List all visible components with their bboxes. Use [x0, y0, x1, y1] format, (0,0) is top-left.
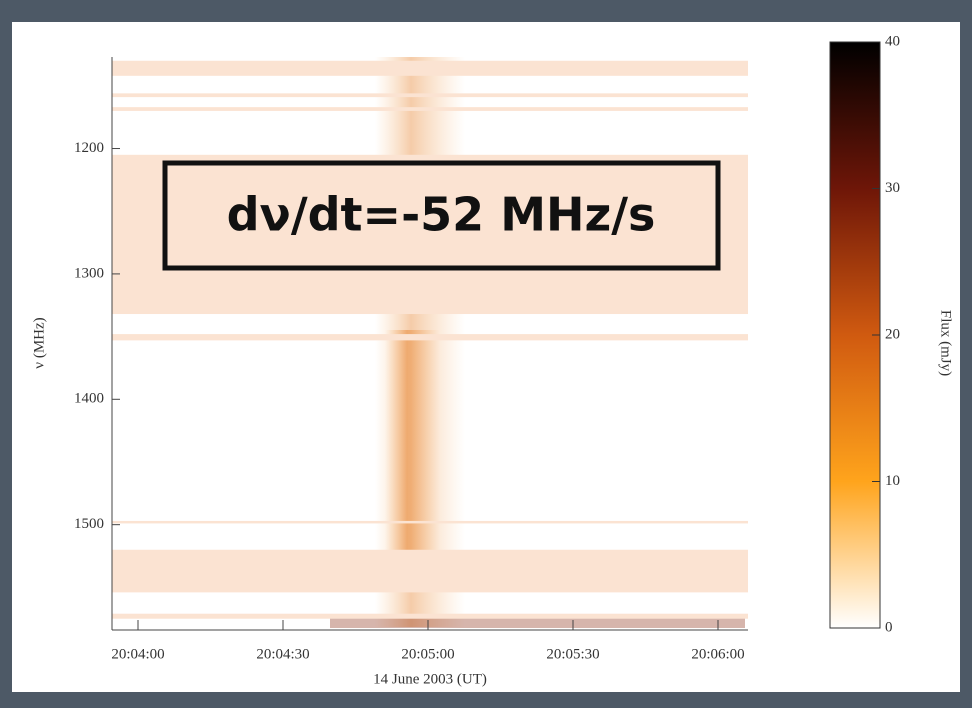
colorbar	[829, 41, 881, 629]
x-tick-label: 20:06:00	[691, 646, 744, 662]
x-tick-label: 20:04:30	[256, 646, 309, 662]
x-tick-label: 20:04:00	[111, 646, 164, 662]
flagged-band	[112, 334, 748, 341]
burst-emission	[385, 330, 440, 550]
colorbar-tick-label: 10	[885, 473, 900, 489]
x-axis-label: 14 June 2003 (UT)	[373, 671, 487, 687]
x-tick-label: 20:05:00	[401, 646, 454, 662]
flagged-band	[112, 549, 748, 593]
colorbar-tick-label: 40	[885, 33, 900, 49]
y-tick-label: 1500	[74, 516, 104, 532]
y-tick-label: 1400	[74, 391, 104, 407]
colorbar-tick-label: 30	[885, 180, 900, 196]
y-tick-label: 1200	[74, 140, 104, 156]
y-axis-label: ν (MHz)	[31, 317, 47, 368]
annotation-box	[162, 160, 721, 271]
annotation: dν/dt=-52 MHz/s	[227, 188, 656, 242]
x-tick-label: 20:05:30	[546, 646, 599, 662]
colorbar-tick-label: 20	[885, 326, 900, 342]
flagged-band	[112, 613, 748, 619]
plot-area	[112, 57, 748, 628]
colorbar-tick-label: 0	[885, 619, 893, 635]
flagged-band	[112, 154, 748, 315]
flagged-band	[112, 93, 748, 98]
colorbar-label: Flux (mJy)	[938, 310, 954, 376]
flagged-band	[112, 60, 748, 76]
flagged-band	[112, 520, 748, 524]
y-tick-label: 1300	[74, 265, 104, 281]
flagged-band	[112, 107, 748, 111]
